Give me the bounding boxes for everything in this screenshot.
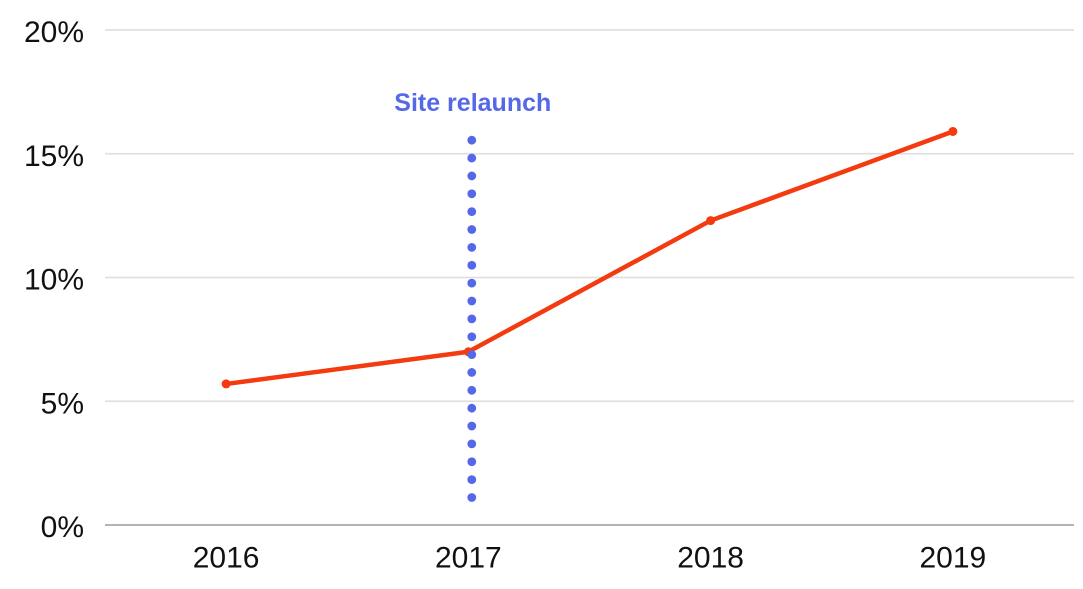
annotation-dotted-line-dot: [467, 439, 477, 449]
x-tick-label: 2019: [920, 542, 987, 575]
annotation-dotted-line-dot: [467, 332, 477, 342]
y-tick-label: 15%: [24, 140, 84, 173]
annotation-dotted-line-dot: [467, 242, 477, 252]
x-tick-label: 2016: [193, 542, 260, 575]
annotation-dotted-line-dot: [467, 493, 477, 502]
annotation: Site relaunch: [394, 89, 551, 502]
gridlines: [105, 29, 1074, 526]
annotation-dotted-line-dot: [467, 189, 477, 199]
annotation-dotted-line-dot: [467, 171, 477, 181]
annotation-dotted-line-dot: [467, 207, 477, 217]
x-tick-label: 2017: [435, 542, 502, 575]
y-tick-label: 0%: [41, 511, 84, 544]
annotation-dotted-line-dot: [467, 314, 477, 324]
annotation-dotted-line-dot: [467, 278, 477, 288]
annotation-dotted-line-dot: [467, 385, 477, 395]
data-point: [706, 216, 716, 226]
annotation-dotted-line-dot: [467, 421, 477, 431]
x-axis-labels: 2016 2017 2018 2019: [193, 542, 987, 575]
annotation-label: Site relaunch: [394, 89, 551, 117]
annotation-dotted-line-dot: [467, 225, 477, 234]
annotation-dotted-line-dot: [467, 153, 477, 163]
annotation-dotted-line-dot: [467, 475, 477, 485]
data-point: [221, 379, 231, 389]
annotation-dotted-line-dot: [467, 260, 477, 270]
y-tick-label: 5%: [41, 387, 84, 420]
y-tick-label: 10%: [24, 264, 84, 297]
y-axis-labels: 0% 5% 10% 15% 20%: [24, 16, 84, 544]
annotation-dotted-line-dot: [467, 368, 477, 377]
annotation-dotted-line-dot: [467, 296, 477, 306]
data-point: [948, 126, 958, 136]
annotation-dotted-line-dot: [467, 403, 477, 413]
annotation-dotted-line-dot: [467, 135, 477, 145]
y-tick-label: 20%: [24, 16, 84, 49]
annotation-dotted-line-dot: [467, 350, 477, 359]
x-tick-label: 2018: [677, 542, 744, 575]
series-line: [223, 129, 956, 387]
data-series: [221, 126, 958, 389]
annotation-dotted-line-dot: [467, 457, 477, 467]
